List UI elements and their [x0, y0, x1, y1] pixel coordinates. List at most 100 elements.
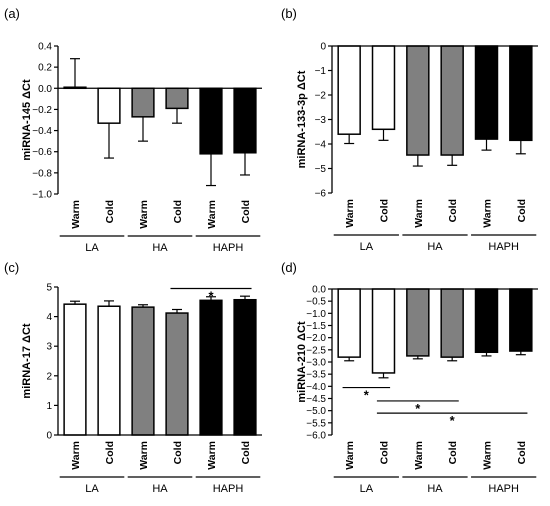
category-label: Warm — [70, 441, 82, 470]
category-label: Cold — [379, 441, 391, 464]
bar — [233, 298, 257, 436]
bar — [440, 288, 464, 358]
category-label: Cold — [447, 441, 459, 464]
y-tick-label: −5.0 — [306, 406, 326, 417]
y-tick-label: 0 — [46, 431, 52, 442]
y-tick-label: −1.5 — [306, 321, 326, 332]
category-label: Cold — [240, 200, 252, 223]
y-tick-label: −1.0 — [306, 309, 326, 320]
bar — [406, 45, 430, 156]
y-tick-label: −2 — [315, 91, 327, 102]
category-label: Warm — [206, 441, 218, 470]
bar — [337, 45, 361, 135]
y-tick-label: −0.4 — [32, 126, 52, 137]
bar — [371, 45, 396, 131]
panel-label: (d) — [281, 260, 297, 275]
y-tick-label: 4 — [46, 312, 52, 323]
group-label: HA — [427, 241, 443, 253]
y-tick-label: −4.5 — [306, 394, 326, 405]
category-label: Warm — [482, 199, 494, 228]
group-label: LA — [85, 242, 99, 254]
category-label: Cold — [379, 199, 391, 222]
bar — [199, 299, 223, 436]
group-label: HAPH — [488, 241, 519, 253]
category-label: Warm — [70, 200, 82, 229]
bar — [233, 87, 257, 154]
category-label: Warm — [482, 441, 494, 470]
category-label: Warm — [206, 200, 218, 229]
significance-marker: * — [450, 413, 456, 428]
group-label: LA — [360, 483, 374, 495]
y-tick-label: 0.4 — [38, 42, 52, 53]
y-tick-label: 0 — [320, 42, 326, 53]
category-label: Cold — [447, 199, 459, 222]
significance-marker: * — [208, 288, 214, 303]
category-label: Warm — [344, 441, 356, 470]
bar — [199, 87, 223, 155]
y-tick-label: −4 — [315, 140, 327, 151]
bar — [165, 312, 189, 436]
bar — [440, 45, 464, 156]
y-tick-label: −6 — [315, 189, 327, 200]
group-label: HAPH — [213, 242, 244, 254]
bar — [337, 288, 361, 358]
bar — [406, 288, 430, 357]
y-tick-label: −0.5 — [306, 297, 326, 308]
y-tick-label: −0.2 — [32, 105, 52, 116]
bar — [371, 288, 396, 374]
category-label: Warm — [138, 441, 150, 470]
y-tick-label: −0.8 — [32, 168, 52, 179]
significance-marker: * — [415, 401, 421, 416]
bar — [474, 45, 499, 140]
panel-label: (b) — [281, 6, 297, 21]
bar — [97, 87, 121, 124]
y-tick-label: 0.2 — [38, 63, 52, 74]
bar — [474, 288, 499, 354]
category-label: Warm — [344, 199, 356, 228]
y-axis-label: miRNA-210 ΔCt — [296, 321, 308, 403]
significance-marker: * — [364, 388, 370, 403]
y-tick-label: 1 — [46, 401, 52, 412]
y-tick-label: −0.6 — [32, 147, 52, 158]
group-label: LA — [85, 483, 99, 495]
y-tick-label: −2.5 — [306, 345, 326, 356]
y-tick-label: −3.0 — [306, 358, 326, 369]
bar — [165, 87, 189, 110]
y-tick-label: 2 — [46, 371, 52, 382]
group-label: HA — [152, 483, 168, 495]
category-label: Warm — [413, 441, 425, 470]
category-label: Cold — [172, 441, 184, 464]
category-label: Warm — [413, 199, 425, 228]
bar — [509, 45, 533, 142]
group-label: HA — [152, 242, 168, 254]
bar — [97, 305, 121, 436]
y-tick-label: 0.0 — [38, 84, 52, 95]
y-axis-label: miRNA-145 ΔCt — [21, 79, 33, 161]
bar — [63, 303, 87, 436]
group-label: HAPH — [488, 483, 519, 495]
y-tick-label: −1.0 — [32, 190, 52, 201]
y-axis-label: miRNA-17 ΔCt — [21, 323, 33, 398]
group-label: LA — [360, 241, 374, 253]
y-tick-label: −3 — [315, 115, 327, 126]
bar — [509, 288, 533, 352]
category-label: Warm — [138, 200, 150, 229]
bar — [131, 306, 155, 436]
y-tick-label: 0.0 — [312, 285, 326, 296]
category-label: Cold — [516, 441, 528, 464]
y-tick-label: −3.5 — [306, 370, 326, 381]
y-tick-label: −5.5 — [306, 418, 326, 429]
category-label: Cold — [240, 441, 252, 464]
category-label: Cold — [104, 200, 116, 223]
group-label: HAPH — [213, 483, 244, 495]
category-label: Cold — [104, 441, 116, 464]
y-tick-label: −4.0 — [306, 382, 326, 393]
y-tick-label: −6.0 — [306, 431, 326, 442]
y-tick-label: −5 — [315, 164, 327, 175]
panel-label: (c) — [4, 260, 19, 275]
y-axis-label: miRNA-133-3p ΔCt — [296, 70, 308, 168]
y-tick-label: 5 — [46, 283, 52, 294]
group-label: HA — [427, 483, 443, 495]
panel-label: (a) — [4, 6, 20, 21]
